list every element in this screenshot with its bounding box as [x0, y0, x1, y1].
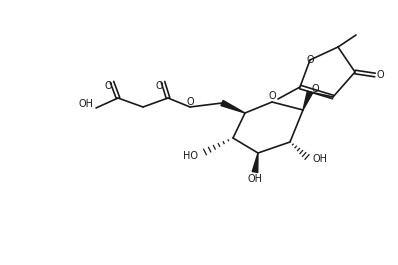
Text: OH: OH [248, 174, 263, 184]
Polygon shape [252, 153, 258, 173]
Text: OH: OH [312, 154, 328, 164]
Polygon shape [221, 100, 245, 113]
Text: O: O [186, 97, 194, 107]
Text: O: O [311, 84, 319, 94]
Text: O: O [155, 81, 163, 91]
Polygon shape [303, 91, 312, 110]
Text: OH: OH [78, 99, 94, 109]
Text: O: O [268, 91, 276, 101]
Text: O: O [306, 55, 314, 65]
Text: O: O [376, 70, 384, 80]
Text: HO: HO [183, 151, 199, 161]
Text: O: O [104, 81, 112, 91]
